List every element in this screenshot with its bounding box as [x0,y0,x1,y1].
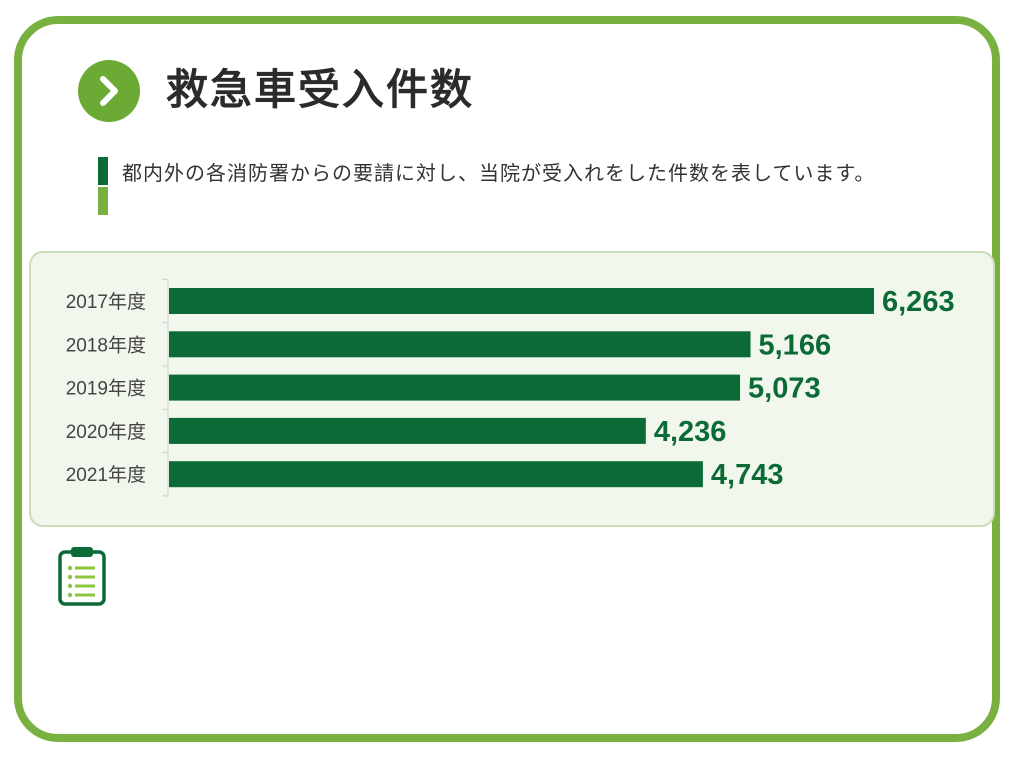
category-label: 2018年度 [66,334,146,356]
description-text: 都内外の各消防署からの要請に対し、当院が受入れをした件数を表しています。 [122,161,876,185]
chevron-right-icon [78,60,140,122]
value-label: 5,073 [748,373,821,405]
page-title: 救急車受入件数 [166,65,475,114]
bar [169,374,741,401]
bar [169,331,751,358]
bar [169,288,874,314]
clipboard-list-icon [58,547,106,606]
value-label: 4,743 [711,459,784,491]
category-label: 2020年度 [66,421,146,443]
bar [169,461,703,488]
value-label: 5,166 [759,329,832,361]
description-accent-bar [98,187,108,215]
category-label: 2017年度 [66,291,146,313]
bar-chart: 2017年度 6,263 2018年度 5,166 2019年度 5,073 2020年度 4… [66,278,955,497]
category-label: 2019年度 [66,378,146,400]
bar [169,417,646,444]
category-label: 2021年度 [66,464,146,486]
description-accent-bar [98,157,108,185]
value-label: 4,236 [654,416,727,448]
value-label: 6,263 [882,286,955,318]
